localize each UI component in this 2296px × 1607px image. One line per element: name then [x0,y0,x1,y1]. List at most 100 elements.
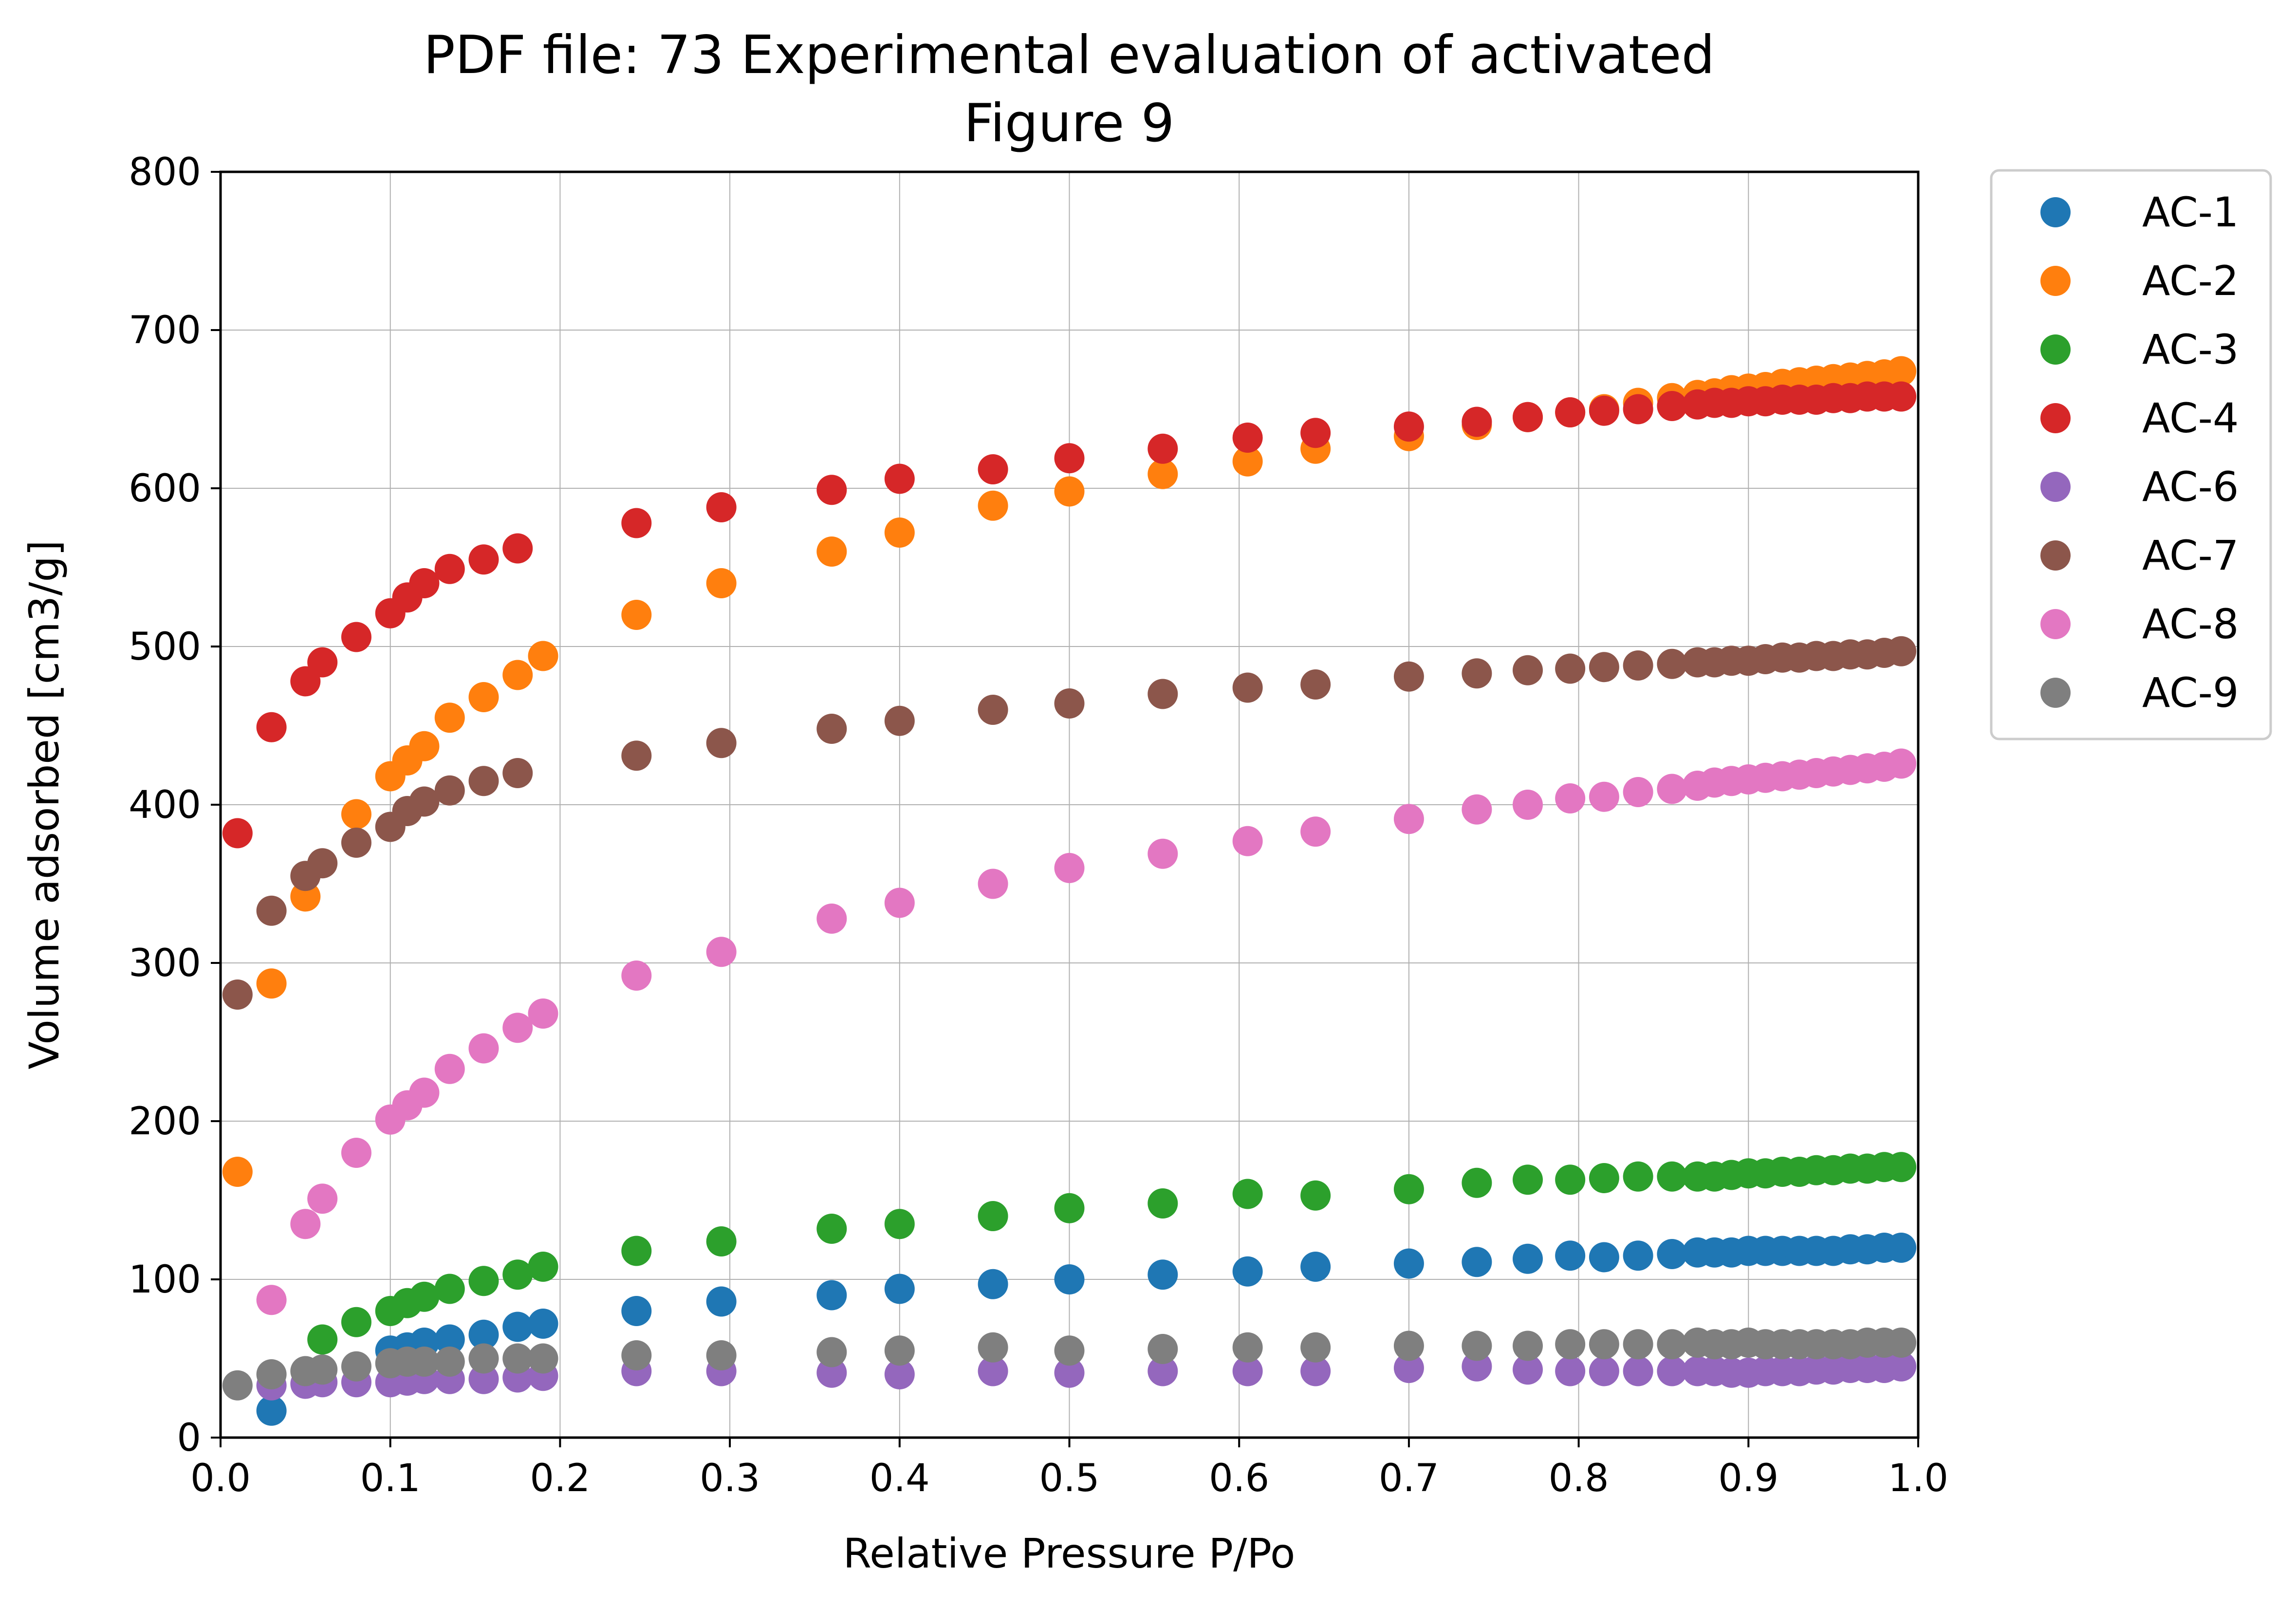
data-point [1555,1164,1586,1195]
legend-marker [2040,266,2071,296]
data-point [1148,838,1178,869]
data-point [307,848,338,879]
data-point [468,1319,499,1350]
data-point [1555,783,1586,813]
data-point [1462,1330,1492,1361]
data-point [502,1311,533,1342]
data-point [528,641,558,671]
data-point [1054,476,1085,507]
data-point [222,979,253,1010]
data-point [1512,1354,1543,1385]
data-point [341,622,371,652]
data-point [1657,1239,1687,1269]
data-point [502,1259,533,1290]
data-point [1232,423,1263,453]
data-point [307,647,338,678]
data-point [1886,356,1917,387]
data-point [884,1209,915,1239]
data-point [256,1359,287,1389]
data-point [1148,1334,1178,1364]
data-point [1300,669,1331,700]
y-axis-label: Volume adsorbed [cm3/g] [20,540,68,1069]
data-point [1393,804,1424,834]
data-point [1148,433,1178,464]
data-point [1148,679,1178,709]
data-point [341,828,371,858]
x-tick-label: 1.0 [1888,1457,1948,1500]
data-point [1232,1179,1263,1209]
series-AC-8 [256,748,1917,1315]
series-AC-7 [222,636,1917,1010]
data-point [222,1157,253,1187]
data-point [1657,1329,1687,1360]
y-tick-label: 800 [129,150,201,194]
data-point [1886,1351,1917,1382]
data-point [1589,1329,1619,1360]
data-point [884,1335,915,1366]
data-point [1462,794,1492,825]
data-point [816,536,847,567]
data-point [1393,1248,1424,1279]
data-point [468,1343,499,1374]
data-point [1232,1356,1263,1386]
data-point [1232,1256,1263,1287]
data-point [468,1033,499,1064]
legend-label: AC-4 [2142,394,2239,442]
data-point [528,1252,558,1282]
data-point [1886,1328,1917,1358]
y-tick-label: 700 [129,309,201,352]
data-point [1054,688,1085,719]
data-point [816,1280,847,1311]
x-tick-label: 0.8 [1549,1457,1609,1500]
data-point [341,1138,371,1168]
data-point [1555,1329,1586,1360]
data-point [222,818,253,849]
legend-label: AC-3 [2142,326,2239,373]
data-point [528,1343,558,1374]
data-point [1300,1332,1331,1363]
y-tick-label: 400 [129,783,201,827]
data-point [884,1359,915,1389]
data-point [1623,1329,1653,1360]
legend-label: AC-2 [2142,257,2239,305]
data-point [978,454,1008,484]
data-point [978,490,1008,521]
x-tick-label: 0.9 [1718,1457,1778,1500]
data-point [884,463,915,494]
data-point [978,1201,1008,1231]
data-point [409,731,440,761]
legend-marker [2040,609,2071,639]
data-point [706,728,737,758]
data-point [1657,391,1687,421]
data-point [621,961,652,991]
data-point [434,554,465,584]
data-point [307,1324,338,1355]
data-point [409,1281,440,1312]
data-point [256,968,287,999]
data-point [621,1236,652,1266]
data-point [1886,381,1917,412]
data-point [816,714,847,744]
data-point [1623,394,1653,425]
data-point [1886,1152,1917,1182]
data-point [1054,1193,1085,1223]
data-point [816,1214,847,1244]
data-point [884,887,915,918]
data-point [706,1340,737,1370]
series-AC-1 [256,1233,1917,1426]
data-point [1462,406,1492,437]
chart-title: PDF file: 73 Experimental evaluation of … [424,25,1715,86]
data-point [434,775,465,806]
data-point [1300,418,1331,448]
data-point [307,1183,338,1214]
data-point [1054,853,1085,883]
data-point [1393,661,1424,692]
series-AC-3 [307,1152,1917,1355]
data-point [1623,1161,1653,1192]
data-point [434,702,465,733]
data-point [1393,1330,1424,1361]
data-point [1462,658,1492,689]
data-point [1623,650,1653,681]
data-point [706,1286,737,1317]
data-point [706,937,737,967]
